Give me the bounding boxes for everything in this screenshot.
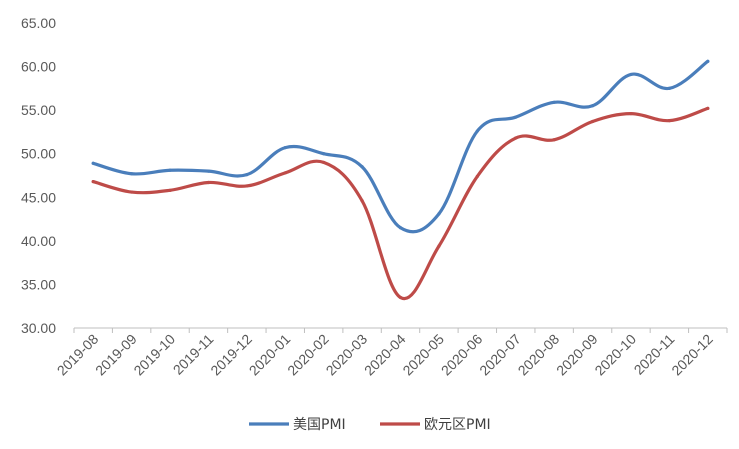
series-lines [91, 59, 710, 301]
x-tick-label: 2020-01 [246, 331, 294, 379]
series-1-point [360, 165, 364, 169]
series-2-point [590, 119, 595, 124]
series-1-point [667, 86, 671, 90]
y-tick-label: 55.00 [21, 102, 56, 118]
x-tick-label: 2020-03 [323, 331, 371, 379]
series-2-point [514, 136, 518, 140]
y-tick-label: 35.00 [21, 276, 56, 292]
series-2-point [360, 199, 364, 203]
series-line-2 [91, 106, 710, 301]
series-1-point [629, 72, 633, 77]
y-tick-label: 45.00 [21, 189, 56, 205]
series-2-point [552, 138, 556, 142]
x-tick-label: 2020-12 [668, 331, 716, 379]
y-tick-label: 40.00 [21, 233, 56, 249]
series-2-point [168, 188, 172, 192]
series-1-point [590, 104, 595, 108]
legend-label-1: 美国PMI [293, 417, 346, 433]
series-1-point [706, 59, 710, 63]
series-1-point [245, 173, 249, 177]
series-2-point [283, 171, 287, 175]
x-tick-label: 2020-09 [553, 331, 601, 379]
series-2-point [398, 295, 403, 300]
series-1-point [437, 212, 441, 216]
series-2-point [322, 160, 326, 165]
x-tick-label: 2020-02 [284, 331, 332, 379]
y-tick-label: 50.00 [21, 146, 56, 162]
x-tick-label: 2020-05 [399, 331, 447, 379]
legend: 美国PMI 欧元区PMI [249, 417, 491, 433]
x-tick-label: 2019-08 [54, 331, 102, 379]
series-2-point [706, 106, 710, 110]
series-2-point [91, 180, 95, 184]
x-axis-tick-labels: 2019-082019-092019-102019-112019-122020-… [54, 331, 716, 379]
x-tick-label: 2019-10 [130, 331, 178, 379]
series-line-1 [91, 59, 710, 234]
series-1-point [398, 226, 403, 230]
series-1-point [283, 146, 287, 150]
x-tick-label: 2019-09 [92, 331, 140, 379]
y-tick-label: 30.00 [21, 320, 56, 336]
x-tick-label: 2020-08 [515, 331, 563, 379]
x-tick-label: 2020-04 [361, 331, 409, 379]
y-tick-label: 60.00 [21, 59, 56, 75]
x-tick-label: 2020-06 [438, 331, 486, 379]
series-1-point [130, 172, 134, 176]
series-1-point [91, 161, 95, 165]
x-tick-label: 2019-12 [207, 331, 255, 379]
x-tick-label: 2020-10 [591, 331, 639, 379]
x-axis-tick-marks [73, 328, 728, 333]
series-2-point [629, 112, 633, 116]
series-1-point [552, 100, 556, 104]
series-2-point [437, 244, 441, 248]
legend-label-2: 欧元区PMI [424, 417, 491, 433]
series-1-point [514, 115, 518, 119]
series-1-point [206, 169, 211, 173]
y-tick-label: 65.00 [21, 15, 56, 31]
y-axis-tick-labels: 30.00 35.00 40.00 45.00 50.00 55.00 60.00 65.00 [21, 15, 56, 336]
series-2-point [667, 119, 671, 123]
series-2-point [206, 180, 211, 185]
series-2-point [130, 190, 134, 194]
series-1-point [322, 152, 326, 156]
series-1-point [475, 129, 479, 133]
series-1-point [168, 168, 172, 172]
series-2-point [245, 184, 249, 188]
series-2-point [475, 174, 479, 178]
x-tick-label: 2020-07 [476, 331, 524, 379]
